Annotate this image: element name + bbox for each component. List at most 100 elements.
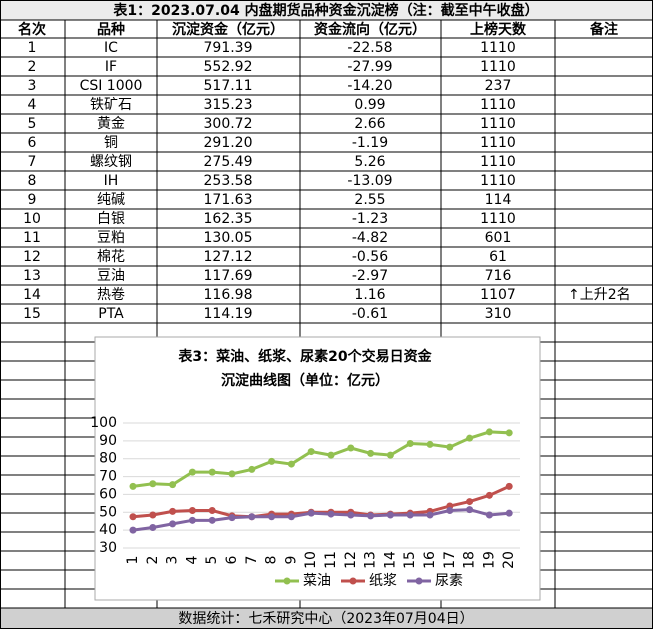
cell: 2 bbox=[28, 59, 37, 75]
cell: 10 bbox=[23, 211, 41, 227]
legend-label: 纸浆 bbox=[369, 573, 397, 589]
point bbox=[485, 511, 493, 519]
y-tick-label: 40 bbox=[99, 522, 117, 538]
cell: IF bbox=[105, 59, 117, 75]
cell: 552.92 bbox=[204, 59, 253, 75]
legend-marker bbox=[349, 577, 357, 585]
point bbox=[149, 480, 157, 488]
legend-label: 菜油 bbox=[303, 573, 331, 589]
point bbox=[386, 511, 394, 519]
point bbox=[347, 511, 355, 519]
cell: -27.99 bbox=[347, 59, 392, 75]
cell: 114 bbox=[485, 192, 512, 208]
cell: 291.20 bbox=[204, 135, 253, 151]
cell: 3 bbox=[28, 78, 37, 94]
point bbox=[208, 507, 216, 514]
cell: 螺纹钢 bbox=[90, 154, 132, 170]
cell: -2.97 bbox=[352, 268, 388, 284]
point bbox=[505, 429, 513, 437]
point bbox=[485, 491, 493, 499]
cell: 铜 bbox=[104, 135, 118, 151]
x-tick-label: 8 bbox=[264, 556, 280, 565]
x-tick-label: 6 bbox=[224, 555, 240, 564]
point bbox=[248, 513, 256, 521]
point bbox=[129, 526, 137, 534]
cell: 2.55 bbox=[354, 192, 385, 208]
cell: PTA bbox=[98, 306, 124, 322]
cell: IH bbox=[104, 173, 119, 189]
point bbox=[406, 440, 414, 448]
header-cell: 备注 bbox=[589, 21, 618, 38]
y-tick-label: 30 bbox=[99, 540, 117, 556]
x-tick-label: 1 bbox=[125, 556, 141, 565]
point bbox=[169, 481, 177, 489]
cell: -22.58 bbox=[347, 40, 392, 56]
y-tick-label: 80 bbox=[99, 451, 117, 467]
x-tick-label: 2 bbox=[145, 556, 161, 565]
x-tick-label: 16 bbox=[422, 551, 438, 569]
cell: 275.49 bbox=[204, 154, 253, 170]
point bbox=[188, 468, 196, 476]
cell: 棉花 bbox=[97, 248, 125, 265]
cell: 9 bbox=[28, 192, 37, 208]
cell: 11 bbox=[23, 230, 41, 246]
point bbox=[228, 470, 236, 478]
point bbox=[129, 513, 137, 521]
point bbox=[149, 511, 157, 519]
cell: 4 bbox=[28, 97, 37, 113]
header-cell: 品种 bbox=[97, 21, 125, 38]
cell: 1107 bbox=[480, 287, 516, 303]
point bbox=[327, 451, 335, 459]
x-tick-label: 5 bbox=[204, 556, 220, 565]
point bbox=[169, 520, 177, 528]
cell: 12 bbox=[23, 249, 41, 265]
cell: 127.12 bbox=[204, 249, 253, 265]
cell: 1110 bbox=[480, 173, 516, 189]
cell: -4.82 bbox=[352, 230, 388, 246]
point bbox=[188, 516, 196, 524]
point bbox=[268, 457, 276, 465]
cell: 1.16 bbox=[354, 287, 385, 303]
chart-title: 表3：菜油、纸浆、尿素20个交易日资金 bbox=[177, 348, 432, 365]
point bbox=[307, 448, 315, 456]
cell: 300.72 bbox=[204, 116, 253, 132]
point bbox=[386, 451, 394, 459]
cell: 791.39 bbox=[204, 40, 253, 56]
point bbox=[367, 512, 375, 520]
x-tick-label: 13 bbox=[363, 551, 379, 569]
point bbox=[208, 516, 216, 524]
cell: 1110 bbox=[480, 211, 516, 227]
cell: 716 bbox=[485, 268, 512, 284]
cell: -1.19 bbox=[352, 135, 388, 151]
y-tick-label: 100 bbox=[90, 415, 117, 431]
x-tick-label: 12 bbox=[343, 551, 359, 569]
x-tick-label: 9 bbox=[283, 556, 299, 565]
chart-title: 沉淀曲线图（单位：亿元） bbox=[221, 372, 389, 389]
point bbox=[149, 523, 157, 531]
cell: 15 bbox=[23, 306, 41, 322]
point bbox=[248, 465, 256, 473]
point bbox=[446, 507, 454, 514]
point bbox=[129, 482, 137, 490]
cell: 1110 bbox=[480, 59, 516, 75]
y-tick-label: 60 bbox=[99, 486, 117, 502]
cell: 2.66 bbox=[354, 116, 385, 132]
cell: 铁矿石 bbox=[90, 97, 132, 113]
point bbox=[367, 449, 375, 457]
legend-marker bbox=[283, 577, 291, 585]
point bbox=[466, 434, 474, 442]
table-title: 表1：2023.07.04 内盘期货品种资金沉淀榜（注：截至中午收盘） bbox=[112, 2, 538, 19]
cell: 1110 bbox=[480, 97, 516, 113]
cell: 1110 bbox=[480, 40, 516, 56]
x-tick-label: 11 bbox=[323, 551, 339, 569]
point bbox=[287, 513, 295, 521]
title-bg bbox=[0, 0, 653, 20]
cell: 315.23 bbox=[204, 97, 253, 113]
cell: 116.98 bbox=[204, 287, 253, 303]
point bbox=[505, 509, 513, 517]
x-tick-label: 3 bbox=[165, 556, 181, 565]
cell: 5 bbox=[28, 116, 37, 132]
cell: 1110 bbox=[480, 154, 516, 170]
cell: 7 bbox=[28, 154, 37, 170]
point bbox=[208, 468, 216, 476]
